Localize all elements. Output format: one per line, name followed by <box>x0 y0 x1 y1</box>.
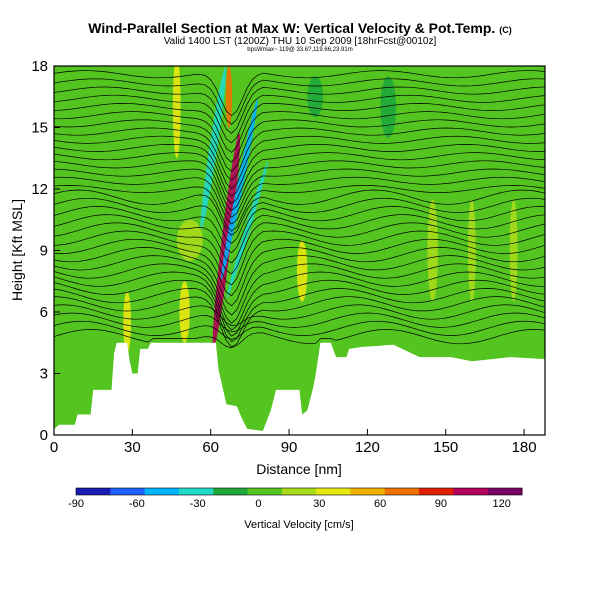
x-tick-label-5: 150 <box>433 439 458 456</box>
colorbar-tick-2: -30 <box>190 498 206 510</box>
colorbar-tick-3: 0 <box>255 498 261 510</box>
theta-contour-27 <box>54 111 545 163</box>
x-tick-label-4: 120 <box>355 439 380 456</box>
theta-contour-18 <box>54 185 545 232</box>
theta-contour-12 <box>54 230 545 286</box>
velocity-cell-9 <box>296 240 308 302</box>
theta-contour-7 <box>54 271 545 331</box>
colorbar-swatch-11 <box>453 488 489 495</box>
chart-subsubtitle: bpsWmax~ 119@ 33.6?,119.66,23.91m <box>247 47 353 53</box>
colorbar-swatch-5 <box>247 488 283 495</box>
terrain-mask <box>54 342 545 435</box>
theta-contour-3 <box>54 304 545 326</box>
theta-contour-16 <box>54 197 545 244</box>
theta-contour-17 <box>54 189 545 236</box>
theta-contour-25 <box>54 127 545 181</box>
x-tick-label-1: 30 <box>124 439 141 456</box>
theta-contour-15 <box>54 206 545 254</box>
y-tick-label-6: 18 <box>31 58 48 75</box>
colorbar-swatch-4 <box>213 488 249 495</box>
colorbar-label: Vertical Velocity [cm/s] <box>244 519 353 531</box>
colorbar-tick-7: 120 <box>493 498 511 510</box>
theta-contour-14 <box>54 214 545 264</box>
theta-contour-28 <box>54 103 545 153</box>
colorbar-tick-0: -90 <box>68 498 84 510</box>
theta-contour-4 <box>54 296 545 348</box>
y-tick-label-5: 15 <box>31 120 48 137</box>
theta-contour-1 <box>54 320 545 340</box>
theta-contour-10 <box>54 247 545 307</box>
colorbar-frame <box>75 487 523 496</box>
colorbar-swatch-7 <box>316 488 351 495</box>
theta-contour-29 <box>54 94 545 144</box>
theta-contour-32 <box>54 70 545 117</box>
theta-contour-8 <box>54 263 545 324</box>
x-tick-label-2: 60 <box>202 439 219 456</box>
colorbar-swatch-10 <box>419 488 454 495</box>
x-tick-label-6: 180 <box>512 439 537 456</box>
colorbar-swatch-9 <box>384 488 420 495</box>
colorbar-tick-4: 30 <box>313 498 325 510</box>
velocity-cell-13 <box>380 76 397 138</box>
theta-contour-13 <box>54 222 545 275</box>
colorbar-swatch-8 <box>350 488 386 495</box>
velocity-cell-8 <box>176 219 203 261</box>
colorbar-swatch-3 <box>178 488 214 495</box>
x-tick-label-0: 0 <box>50 439 58 456</box>
y-tick-label-0: 0 <box>40 427 48 444</box>
y-tick-label-1: 3 <box>40 366 48 383</box>
copyright-mark: (C) <box>499 25 512 35</box>
theta-contour-23 <box>54 144 545 197</box>
colorbar-swatch-12 <box>487 488 523 495</box>
colorbar-swatch-2 <box>144 488 180 495</box>
colorbar-tick-1: -60 <box>129 498 145 510</box>
theta-contour-31 <box>54 78 545 125</box>
theta-contour-5 <box>54 288 545 343</box>
x-tick-label-3: 90 <box>281 439 298 456</box>
velocity-cell-6 <box>179 281 190 343</box>
theta-contour-20 <box>54 168 545 218</box>
theta-contour-24 <box>54 135 545 189</box>
colorbar-tick-5: 60 <box>374 498 386 510</box>
theta-contour-22 <box>54 152 545 204</box>
colorbar-tick-6: 90 <box>435 498 447 510</box>
velocity-cell-7 <box>123 291 132 353</box>
colorbar-swatch-0 <box>76 488 111 495</box>
theta-contour-26 <box>54 119 545 172</box>
velocity-cell-11 <box>467 199 476 302</box>
chart-subtitle: Valid 1400 LST (1200Z) THU 10 Sep 2009 [… <box>163 36 437 47</box>
theta-contour-11 <box>54 238 545 297</box>
velocity-cell-14 <box>307 76 324 118</box>
y-tick-label-2: 6 <box>40 304 48 321</box>
x-axis-label: Distance [nm] <box>256 461 342 477</box>
colorbar-swatch-6 <box>281 488 317 495</box>
velocity-cell-5 <box>172 66 181 159</box>
theta-contour-6 <box>54 279 545 337</box>
colorbar-swatch-1 <box>110 488 146 495</box>
y-tick-label-3: 9 <box>40 243 48 260</box>
velocity-cell-2 <box>200 66 227 230</box>
y-tick-label-4: 12 <box>31 181 48 198</box>
theta-contour-0 <box>54 329 545 349</box>
chart-title: Wind-Parallel Section at Max W: Vertical… <box>88 20 512 36</box>
theta-contour-2 <box>54 312 545 333</box>
theta-contour-30 <box>54 86 545 134</box>
y-axis-label: Height [Kft MSL] <box>9 199 25 301</box>
theta-contour-19 <box>54 176 545 225</box>
theta-contour-9 <box>54 255 545 316</box>
velocity-cell-1 <box>225 66 233 128</box>
theta-contour-21 <box>54 160 545 211</box>
velocity-cell-4 <box>226 161 269 299</box>
